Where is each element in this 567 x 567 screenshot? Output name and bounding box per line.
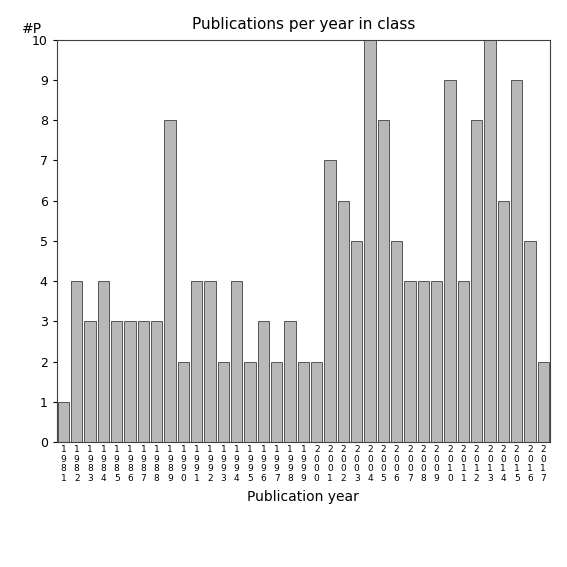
Bar [84,321,96,442]
Bar [431,281,442,442]
Bar [257,321,269,442]
Bar [445,80,456,442]
Bar [177,362,189,442]
Bar [191,281,202,442]
Bar [284,321,295,442]
Bar [138,321,149,442]
X-axis label: Publication year: Publication year [247,490,359,504]
Bar [164,120,176,442]
Bar [58,402,69,442]
Bar [324,160,336,442]
Bar [351,241,362,442]
Bar [311,362,323,442]
Bar [538,362,549,442]
Bar [98,281,109,442]
Text: #P: #P [22,22,43,36]
Bar [218,362,229,442]
Bar [418,281,429,442]
Bar [404,281,416,442]
Title: Publications per year in class: Publications per year in class [192,16,415,32]
Bar [378,120,389,442]
Bar [298,362,309,442]
Bar [71,281,82,442]
Bar [244,362,256,442]
Bar [365,40,376,442]
Bar [511,80,522,442]
Bar [484,40,496,442]
Bar [271,362,282,442]
Bar [458,281,469,442]
Bar [111,321,122,442]
Bar [151,321,162,442]
Bar [498,201,509,442]
Bar [524,241,536,442]
Bar [471,120,483,442]
Bar [391,241,403,442]
Bar [204,281,215,442]
Bar [231,281,242,442]
Bar [338,201,349,442]
Bar [124,321,136,442]
